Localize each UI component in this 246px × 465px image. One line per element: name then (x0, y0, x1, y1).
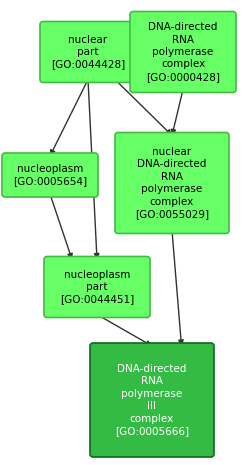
FancyBboxPatch shape (130, 12, 236, 93)
Text: DNA-directed
RNA
polymerase
complex
[GO:0000428]: DNA-directed RNA polymerase complex [GO:… (146, 22, 220, 82)
FancyBboxPatch shape (44, 257, 150, 318)
FancyBboxPatch shape (40, 21, 136, 82)
Text: nucleoplasm
[GO:0005654]: nucleoplasm [GO:0005654] (13, 164, 87, 186)
FancyBboxPatch shape (115, 133, 229, 233)
FancyBboxPatch shape (2, 153, 98, 197)
Text: DNA-directed
RNA
polymerase
III
complex
[GO:0005666]: DNA-directed RNA polymerase III complex … (115, 364, 189, 436)
Text: nuclear
DNA-directed
RNA
polymerase
complex
[GO:0055029]: nuclear DNA-directed RNA polymerase comp… (135, 147, 209, 219)
Text: nuclear
part
[GO:0044428]: nuclear part [GO:0044428] (51, 34, 125, 69)
Text: nucleoplasm
part
[GO:0044451]: nucleoplasm part [GO:0044451] (60, 270, 134, 305)
FancyBboxPatch shape (90, 343, 214, 457)
